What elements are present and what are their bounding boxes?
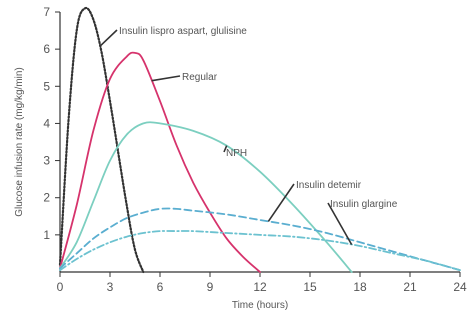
series-line-insulin-detemir [59,207,461,271]
x-tick-label: 9 [207,280,214,294]
x-tick-label: 18 [353,280,367,294]
y-tick-label: 7 [43,5,50,19]
y-axis-title: Glucose infusion rate (mg/kg/min) [14,67,25,217]
x-tick-label: 24 [453,280,467,294]
x-tick-label: 12 [253,280,267,294]
annotation-leader [223,145,228,153]
annotation-leader [99,29,118,47]
y-tick-label: 2 [43,191,50,205]
annotation-label: Regular [182,72,218,83]
x-tick-label: 0 [57,280,64,294]
y-tick-label: 6 [43,42,50,56]
series-line-insulin-lispro-aspart-glulisine [58,6,145,274]
y-tick-label: 1 [43,228,50,242]
annotation-label: NPH [226,148,247,159]
annotations: Insulin lispro aspart, glulisine Regular N… [99,26,398,246]
annotation-label: Insulin detemir [296,180,362,191]
series-line-insulin-glargine [59,230,461,271]
annotation-leader [327,202,353,246]
annotation-label: Insulin glargine [330,199,398,210]
series-lines [58,6,461,274]
series-line-regular [59,51,261,273]
x-tick-label: 3 [107,280,114,294]
x-tick-label: 6 [157,280,164,294]
x-tick-label: 21 [403,280,417,294]
series-line-nph [59,121,353,273]
x-axis-title: Time (hours) [232,300,288,311]
y-ticks: 1 2 3 4 5 6 7 [43,5,60,242]
y-tick-label: 3 [43,154,50,168]
annotation-leader [267,183,295,222]
annotation-label: Insulin lispro aspart, glulisine [119,26,247,37]
y-tick-label: 4 [43,116,50,130]
y-tick-label: 5 [43,79,50,93]
x-tick-label: 15 [303,280,317,294]
x-ticks: 0 3 6 9 12 15 18 21 24 [57,272,467,294]
annotation-leader [151,75,181,82]
